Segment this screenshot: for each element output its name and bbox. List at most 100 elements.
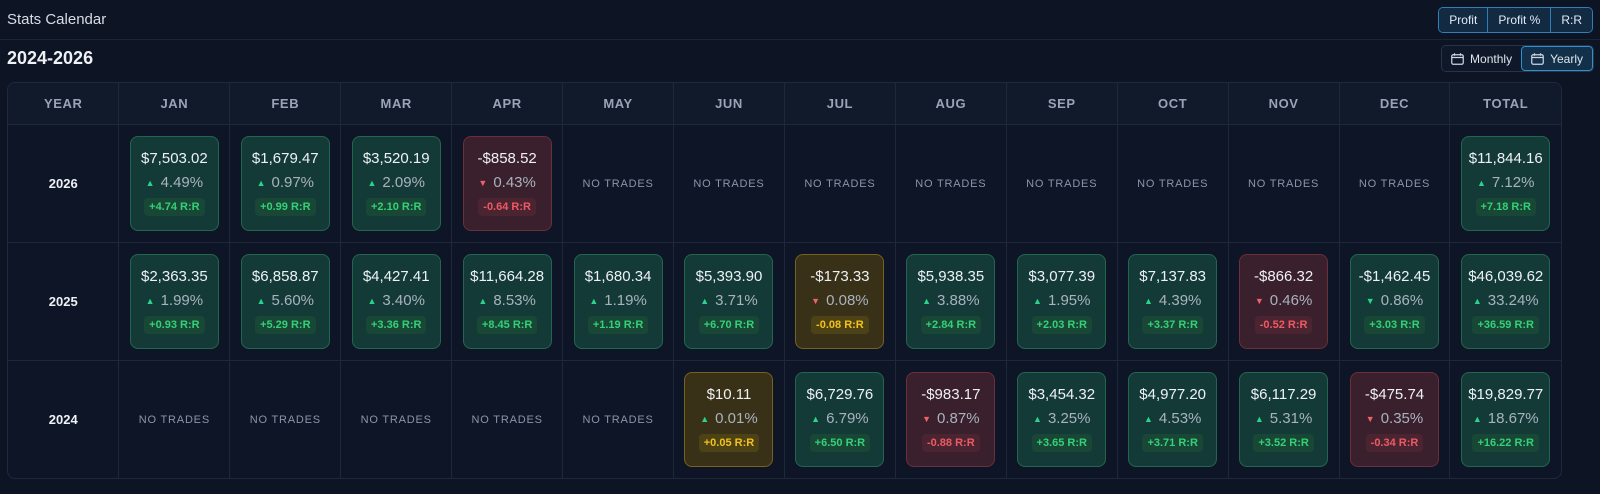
percent-value: 7.12% (1491, 174, 1535, 191)
rr-suffix: R:R (734, 437, 755, 450)
month-summary-card[interactable]: $5,938.35 ▲ 3.88% +2.84 R:R (906, 253, 996, 349)
profit-percent: ▲ 1.19% (589, 292, 646, 309)
month-cell: -$1,462.45 ▼ 0.86% +3.03 R:R (1339, 242, 1451, 361)
column-header-sep: SEP (1006, 83, 1118, 125)
rr-badge: +36.59 R:R (1472, 316, 1540, 334)
arrow-down-icon: ▼ (478, 177, 488, 188)
month-summary-card[interactable]: $10.11 ▲ 0.01% +0.05 R:R (684, 371, 774, 467)
month-summary-card[interactable]: $7,503.02 ▲ 4.49% +4.74 R:R (129, 135, 219, 231)
app-title: Stats Calendar (7, 11, 107, 28)
arrow-up-icon: ▲ (145, 295, 155, 306)
rr-value: +5.29 (260, 319, 288, 331)
rr-value: -0.88 (926, 437, 953, 450)
month-summary-card[interactable]: $6,858.87 ▲ 5.60% +5.29 R:R (240, 253, 330, 349)
month-cell: NO TRADES (895, 124, 1007, 243)
percent-value: 4.53% (1158, 410, 1202, 428)
rr-value: +3.37 (1147, 319, 1176, 331)
rr-badge: +16.22 R:R (1472, 434, 1540, 453)
month-cell: NO TRADES (1006, 124, 1118, 243)
no-trades-label: NO TRADES (1026, 178, 1098, 190)
total-summary-card[interactable]: $19,829.77 ▲ 18.67% +16.22 R:R (1461, 371, 1551, 467)
total-summary-card[interactable]: $46,039.62 ▲ 33.24% +36.59 R:R (1461, 253, 1551, 349)
rr-suffix: R:R (401, 319, 422, 331)
rr-suffix: R:R (290, 201, 311, 213)
month-summary-card[interactable]: $1,680.34 ▲ 1.19% +1.19 R:R (573, 253, 663, 349)
month-summary-card[interactable]: $3,077.39 ▲ 1.95% +2.03 R:R (1017, 253, 1107, 349)
month-summary-card[interactable]: -$858.52 ▼ 0.43% -0.64 R:R (462, 135, 552, 231)
month-summary-card[interactable]: $1,679.47 ▲ 0.97% +0.99 R:R (240, 135, 330, 231)
rr-suffix: R:R (844, 319, 864, 331)
month-summary-card[interactable]: -$1,462.45 ▼ 0.86% +3.03 R:R (1350, 253, 1440, 349)
arrow-up-icon: ▲ (1033, 413, 1042, 424)
month-cell: -$858.52 ▼ 0.43% -0.64 R:R (451, 124, 564, 243)
month-cell: $7,503.02 ▲ 4.49% +4.74 R:R (118, 124, 231, 243)
profit-button[interactable]: Profit (1439, 8, 1489, 32)
rr-suffix: R:R (1514, 319, 1535, 331)
month-summary-card[interactable]: $6,117.29 ▲ 5.31% +3.52 R:R (1239, 371, 1329, 467)
rr-suffix: R:R (734, 319, 755, 331)
month-summary-card[interactable]: -$173.33 ▼ 0.08% -0.08 R:R (795, 253, 885, 349)
arrow-up-icon: ▲ (589, 295, 599, 306)
profit-amount: $11,844.16 (1468, 150, 1543, 167)
rr-suffix: R:R (1067, 437, 1087, 450)
profit-percent: ▲ 5.31% (1255, 410, 1312, 427)
profit-percent: ▲ 3.88% (922, 292, 979, 309)
total-summary-card[interactable]: $11,844.16 ▲ 7.12% +7.18 R:R (1461, 135, 1551, 231)
profit-percent: ▲ 4.53% (1144, 410, 1201, 427)
month-cell: NO TRADES (562, 360, 675, 478)
rr-suffix: R:R (1178, 437, 1198, 450)
month-cell: $1,680.34 ▲ 1.19% +1.19 R:R (562, 242, 675, 361)
rr-suffix: R:R (290, 319, 311, 331)
no-trades-label: NO TRADES (915, 178, 987, 190)
arrow-up-icon: ▲ (256, 295, 266, 306)
profit-percent: ▲ 0.97% (257, 174, 314, 191)
percent-value: 5.31% (1269, 410, 1313, 428)
stats-calendar-table: YEAR JAN FEB MAR APR MAY JUN JUL AUG SEP OCT NOV DEC… (7, 82, 1562, 479)
month-summary-card[interactable]: $6,729.76 ▲ 6.79% +6.50 R:R (795, 371, 885, 467)
month-cell: $6,117.29 ▲ 5.31% +3.52 R:R (1228, 360, 1340, 478)
period-toggle-group: Monthly Yearly (1441, 45, 1594, 72)
rr-suffix: R:R (512, 319, 533, 331)
percent-value: 3.40% (382, 292, 425, 309)
arrow-up-icon: ▲ (1033, 295, 1042, 306)
rr-badge: +5.29 R:R (255, 316, 316, 334)
monthly-button[interactable]: Monthly (1442, 46, 1522, 71)
rr-badge: +1.19 R:R (587, 316, 649, 334)
month-cell: -$475.74 ▼ 0.35% -0.34 R:R (1339, 360, 1451, 478)
profit-percent: ▼ 0.43% (478, 174, 535, 191)
arrow-up-icon: ▲ (367, 177, 377, 188)
month-summary-card[interactable]: $3,454.32 ▲ 3.25% +3.65 R:R (1017, 371, 1107, 467)
yearly-button[interactable]: Yearly (1521, 46, 1593, 71)
month-summary-card[interactable]: $5,393.90 ▲ 3.71% +6.70 R:R (684, 253, 774, 349)
rr-value: +2.03 (1036, 319, 1065, 331)
profit-percent-button[interactable]: Profit % (1488, 8, 1552, 32)
month-summary-card[interactable]: $3,520.19 ▲ 2.09% +2.10 R:R (351, 135, 441, 231)
month-cell: $5,393.90 ▲ 3.71% +6.70 R:R (673, 242, 785, 361)
month-summary-card[interactable]: $4,427.41 ▲ 3.40% +3.36 R:R (351, 253, 441, 349)
percent-value: 0.08% (826, 292, 869, 309)
rr-value: +2.84 (925, 319, 954, 331)
rr-button[interactable]: R:R (1551, 8, 1592, 32)
rr-badge: -0.52 R:R (1254, 316, 1313, 334)
rr-badge: +3.03 R:R (1364, 316, 1425, 334)
no-trades-label: NO TRADES (582, 178, 654, 190)
month-summary-card[interactable]: $11,664.28 ▲ 8.53% +8.45 R:R (462, 253, 552, 349)
month-summary-card[interactable]: $7,137.83 ▲ 4.39% +3.37 R:R (1128, 253, 1218, 349)
month-summary-card[interactable]: -$475.74 ▼ 0.35% -0.34 R:R (1350, 371, 1440, 467)
month-summary-card[interactable]: $2,363.35 ▲ 1.99% +0.93 R:R (129, 253, 219, 349)
profit-amount: $7,503.02 (141, 150, 208, 167)
rr-value: +16.22 (1477, 437, 1512, 450)
no-trades-label: NO TRADES (1137, 178, 1209, 190)
month-cell: NO TRADES (118, 360, 231, 478)
month-summary-card[interactable]: -$983.17 ▼ 0.87% -0.88 R:R (906, 371, 996, 467)
rr-suffix: R:R (1400, 319, 1420, 331)
month-summary-card[interactable]: $4,977.20 ▲ 4.53% +3.71 R:R (1128, 371, 1218, 467)
month-cell: NO TRADES (1228, 124, 1340, 243)
profit-amount: -$866.32 (1253, 268, 1314, 285)
rr-value: +36.59 (1477, 319, 1512, 331)
header-row: YEAR JAN FEB MAR APR MAY JUN JUL AUG SEP OCT NOV DEC… (8, 83, 1561, 125)
rr-badge: +0.93 R:R (144, 316, 205, 334)
no-trades-label: NO TRADES (471, 414, 543, 427)
rr-value: +3.36 (370, 319, 399, 331)
month-summary-card[interactable]: -$866.32 ▼ 0.46% -0.52 R:R (1239, 253, 1329, 349)
